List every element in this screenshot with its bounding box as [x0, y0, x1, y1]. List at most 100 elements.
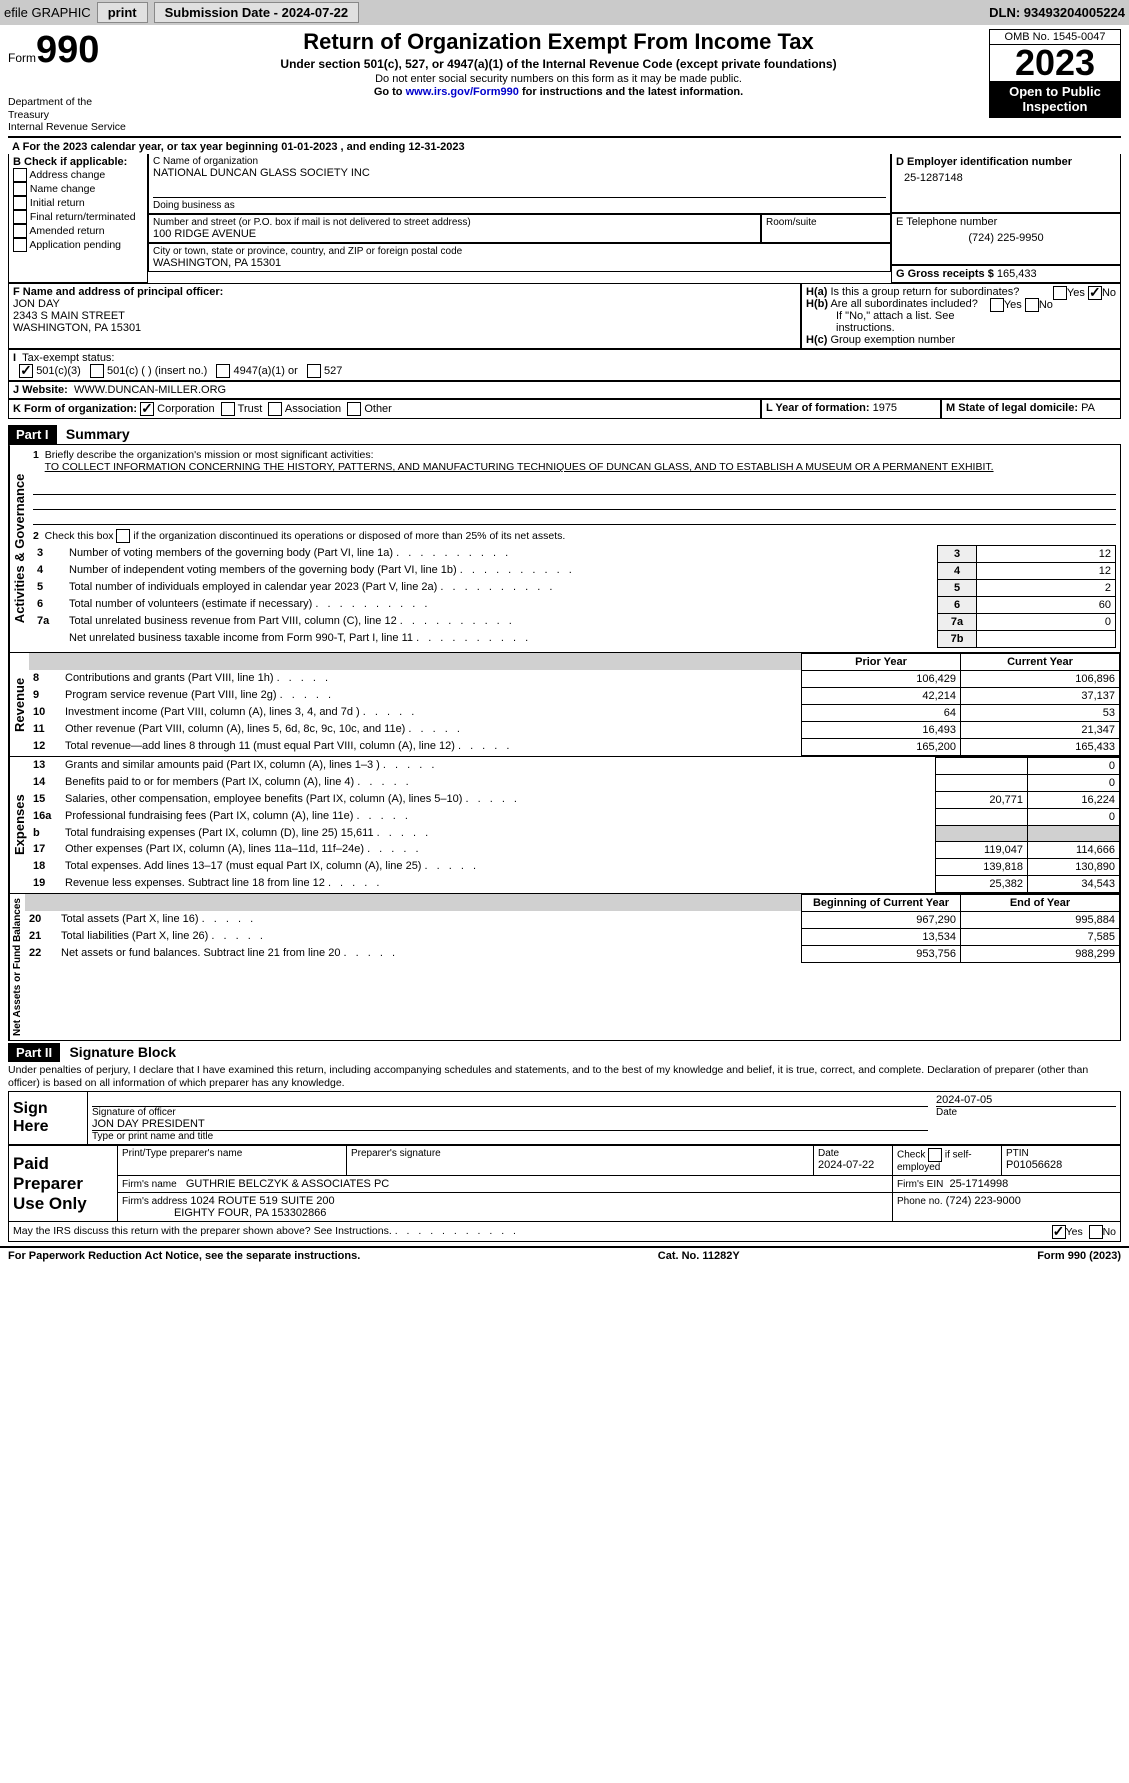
boxb-option[interactable]: Address change — [13, 168, 143, 182]
line2-check[interactable] — [116, 529, 130, 543]
period-line: A For the 2023 calendar year, or tax yea… — [8, 140, 1121, 154]
form-word: Form — [8, 51, 36, 65]
boxb-option[interactable]: Final return/terminated — [13, 210, 143, 224]
footer-cat: Cat. No. 11282Y — [658, 1250, 740, 1262]
firm-name-label: Firm's name — [122, 1179, 177, 1190]
footer-left: For Paperwork Reduction Act Notice, see … — [8, 1250, 360, 1262]
paid-prep-label: Paid Preparer Use Only — [9, 1146, 118, 1222]
table-row: 5Total number of individuals employed in… — [33, 579, 1116, 596]
prep-name-label: Print/Type preparer's name — [122, 1148, 342, 1159]
box-g: G Gross receipts $ 165,433 — [891, 265, 1121, 283]
trust-check[interactable] — [221, 402, 235, 416]
corp-check[interactable] — [140, 402, 154, 416]
ha-no[interactable] — [1088, 286, 1102, 300]
dln: DLN: 93493204005224 — [989, 5, 1125, 20]
firm-phone: (724) 223-9000 — [946, 1195, 1021, 1207]
hb-yes[interactable] — [990, 298, 1004, 312]
501c3-check[interactable] — [19, 364, 33, 378]
box-d: D Employer identification number 25-1287… — [891, 154, 1121, 213]
prep-sig-label: Preparer's signature — [351, 1148, 809, 1159]
room-label: Room/suite — [766, 217, 886, 228]
table-row: 19Revenue less expenses. Subtract line 1… — [29, 875, 1120, 892]
assoc-check[interactable] — [268, 402, 282, 416]
city-label: City or town, state or province, country… — [153, 246, 886, 257]
irs-link[interactable]: www.irs.gov/Form990 — [406, 86, 519, 98]
title-block: Return of Organization Exempt From Incom… — [132, 29, 985, 99]
boxb-option[interactable]: Application pending — [13, 238, 143, 252]
boxb-option[interactable]: Amended return — [13, 224, 143, 238]
box-k: K Form of organization: Corporation Trus… — [8, 399, 761, 419]
ein: 25-1287148 — [896, 168, 1116, 188]
side-na: Net Assets or Fund Balances — [9, 894, 25, 1040]
officer-addr1: 2343 S MAIN STREET — [13, 310, 796, 322]
table-row: 13Grants and similar amounts paid (Part … — [29, 757, 1120, 774]
ha-yes[interactable] — [1053, 286, 1067, 300]
4947-check[interactable] — [216, 364, 230, 378]
table-row: 22Net assets or fund balances. Subtract … — [25, 945, 1120, 962]
officer-label: F Name and address of principal officer: — [13, 286, 223, 298]
box-m: M State of legal domicile: PA — [941, 399, 1121, 419]
table-row: 7aTotal unrelated business revenue from … — [33, 613, 1116, 630]
part2-label: Part II — [8, 1043, 60, 1062]
street: 100 RIDGE AVENUE — [153, 228, 756, 240]
boxb-option[interactable]: Name change — [13, 182, 143, 196]
page-footer: For Paperwork Reduction Act Notice, see … — [0, 1246, 1129, 1264]
table-row: 17Other expenses (Part IX, column (A), l… — [29, 841, 1120, 858]
date-label: Date — [936, 1107, 1116, 1118]
side-rev: Revenue — [9, 653, 29, 756]
discuss-yes[interactable] — [1052, 1225, 1066, 1239]
boxb-option[interactable]: Initial return — [13, 196, 143, 210]
firm-addr2: EIGHTY FOUR, PA 153302866 — [174, 1207, 326, 1219]
toolbar: efile GRAPHIC print Submission Date - 20… — [0, 0, 1129, 25]
box-c-name: C Name of organization NATIONAL DUNCAN G… — [148, 154, 891, 214]
box-c-street: Number and street (or P.O. box if mail i… — [148, 214, 761, 243]
state-domicile: PA — [1081, 402, 1095, 414]
box-b: B Check if applicable: Address change Na… — [8, 154, 148, 283]
table-row: 14Benefits paid to or for members (Part … — [29, 774, 1120, 791]
phone: (724) 225-9950 — [896, 228, 1116, 244]
form-subtitle: Under section 501(c), 527, or 4947(a)(1)… — [132, 57, 985, 71]
table-row: 8Contributions and grants (Part VIII, li… — [29, 670, 1120, 687]
firm-addr-label: Firm's address — [122, 1196, 187, 1207]
box-i: I Tax-exempt status: 501(c)(3) 501(c) ( … — [8, 349, 1121, 381]
table-row: 10Investment income (Part VIII, column (… — [29, 704, 1120, 721]
discuss-no[interactable] — [1089, 1225, 1103, 1239]
website: WWW.DUNCAN-MILLER.ORG — [74, 384, 226, 396]
ptin-label: PTIN — [1006, 1148, 1116, 1159]
ptin: P01056628 — [1006, 1159, 1062, 1171]
firm-ein-label: Firm's EIN — [897, 1179, 943, 1190]
room-suite: Room/suite — [761, 214, 891, 243]
box-j: J Website: WWW.DUNCAN-MILLER.ORG — [8, 381, 1121, 399]
table-row: 3Number of voting members of the governi… — [33, 545, 1116, 562]
table-row: 11Other revenue (Part VIII, column (A), … — [29, 721, 1120, 738]
hb-no[interactable] — [1025, 298, 1039, 312]
mission-text: TO COLLECT INFORMATION CONCERNING THE HI… — [45, 461, 994, 473]
part1-label: Part I — [8, 425, 57, 444]
firm-addr1: 1024 ROUTE 519 SUITE 200 — [190, 1195, 334, 1207]
form-number: Form990 Department of the Treasury Inter… — [8, 29, 128, 134]
sig-date: 2024-07-05 — [936, 1094, 1116, 1107]
sig-officer-label: Signature of officer — [92, 1107, 928, 1118]
box-e: E Telephone number (724) 225-9950 — [891, 213, 1121, 265]
perjury-text: Under penalties of perjury, I declare th… — [8, 1062, 1121, 1091]
firm-name: GUTHRIE BELCZYK & ASSOCIATES PC — [186, 1178, 389, 1190]
hb-note: If "No," attach a list. See instructions… — [806, 310, 1116, 334]
501c-check[interactable] — [90, 364, 104, 378]
box-l: L Year of formation: 1975 — [761, 399, 941, 419]
other-check[interactable] — [347, 402, 361, 416]
sig-name: JON DAY PRESIDENT — [92, 1118, 928, 1131]
table-row: 9Program service revenue (Part VIII, lin… — [29, 687, 1120, 704]
print-button[interactable]: print — [97, 2, 148, 23]
officer-name: JON DAY — [13, 298, 796, 310]
table-row: 4Number of independent voting members of… — [33, 562, 1116, 579]
527-check[interactable] — [307, 364, 321, 378]
self-emp-check[interactable] — [928, 1148, 942, 1162]
table-row: 6Total number of volunteers (estimate if… — [33, 596, 1116, 613]
table-row: bTotal fundraising expenses (Part IX, co… — [29, 825, 1120, 841]
dba-label: Doing business as — [153, 200, 886, 211]
sign-here: Sign Here — [9, 1092, 88, 1145]
formorg-label: K Form of organization: — [13, 403, 137, 415]
year-box: OMB No. 1545-0047 2023 Open to Public In… — [989, 29, 1121, 118]
public-inspection: Open to Public Inspection — [990, 81, 1120, 117]
name-label: C Name of organization — [153, 156, 886, 167]
